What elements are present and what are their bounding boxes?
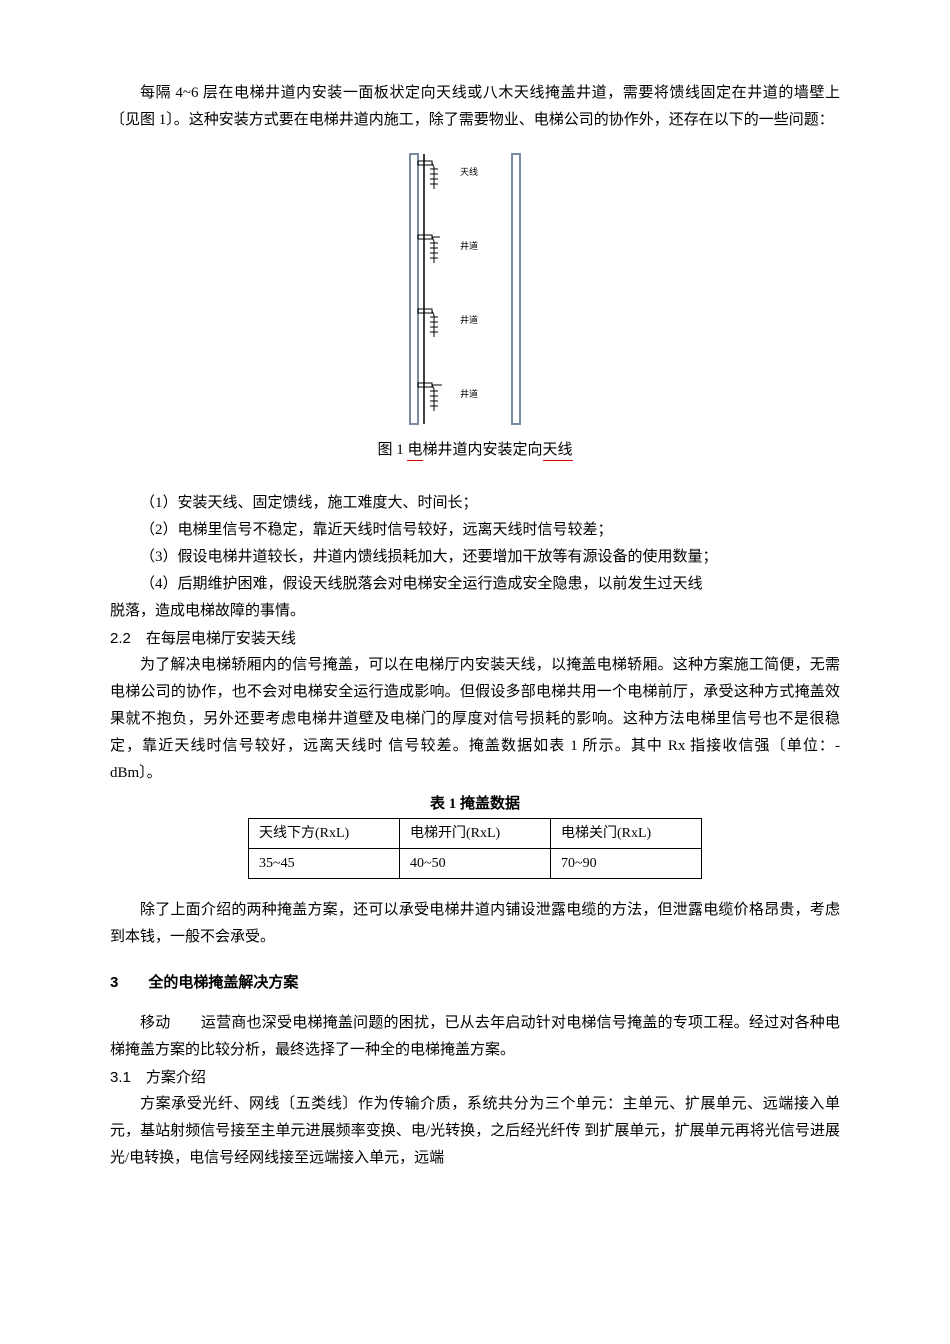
document-page: 每隔 4~6 层在电梯井道内安装一面板状定向天线或八木天线掩盖井道，需要将馈线固…	[0, 0, 950, 1232]
section-3-intro: 移动 运营商也深受电梯掩盖问题的困扰，已从去年启动针对电梯信号掩盖的专项工程。经…	[110, 1010, 840, 1064]
fig-cap-prefix: 图 1	[377, 442, 407, 458]
section-2-2-body: 为了解决电梯轿厢内的信号掩盖，可以在电梯厅内安装天线，以掩盖电梯轿厢。这种方案施…	[110, 652, 840, 787]
svg-text:井道: 井道	[460, 314, 478, 325]
fig-cap-mid: 梯井道内安装定向	[423, 442, 543, 458]
table-cell: 35~45	[249, 849, 400, 879]
point-4: （4）后期维护困难，假设天线脱落会对电梯安全运行造成安全隐患，以前发生过天线	[110, 571, 840, 598]
fig-cap-u2: 天线	[543, 442, 573, 461]
point-3: （3）假设电梯井道较长，井道内馈线损耗加大，还要增加干放等有源设备的使用数量；	[110, 544, 840, 571]
table-header-cell: 电梯关门(RxL)	[551, 819, 702, 849]
point-4-continuation: 脱落，造成电梯故障的事情。	[110, 598, 840, 625]
table-row: 35~45 40~50 70~90	[249, 849, 702, 879]
table-header-row: 天线下方(RxL) 电梯开门(RxL) 电梯关门(RxL)	[249, 819, 702, 849]
intro-paragraph: 每隔 4~6 层在电梯井道内安装一面板状定向天线或八木天线掩盖井道，需要将馈线固…	[110, 80, 840, 134]
table-1-caption: 表 1 掩盖数据	[110, 791, 840, 818]
elevator-shaft-diagram: 天线 井道 井道 井道	[390, 149, 560, 429]
point-2: （2）电梯里信号不稳定，靠近天线时信号较好，远离天线时信号较差；	[110, 517, 840, 544]
svg-text:井道: 井道	[460, 240, 478, 251]
section-2-2-title: 2.2 在每层电梯厅安装天线	[110, 625, 840, 652]
section-3-1-body: 方案承受光纤、网线〔五类线〕作为传输介质，系统共分为三个单元：主单元、扩展单元、…	[110, 1091, 840, 1172]
table-cell: 70~90	[551, 849, 702, 879]
svg-text:井道: 井道	[460, 388, 478, 399]
section-3-title: 3 全的电梯掩盖解决方案	[110, 969, 840, 996]
point-1: （1）安装天线、固定馈线，施工难度大、时间长；	[110, 490, 840, 517]
table-header-cell: 天线下方(RxL)	[249, 819, 400, 849]
svg-text:天线: 天线	[460, 166, 478, 177]
figure-1-container: 天线 井道 井道 井道	[110, 149, 840, 429]
after-table-paragraph: 除了上面介绍的两种掩盖方案，还可以承受电梯井道内铺设泄露电缆的方法，但泄露电缆价…	[110, 897, 840, 951]
table-header-cell: 电梯开门(RxL)	[400, 819, 551, 849]
figure-1-caption: 图 1 电梯井道内安装定向天线	[110, 437, 840, 464]
section-3-1-title: 3.1 方案介绍	[110, 1064, 840, 1091]
fig-cap-u1: 电	[407, 442, 422, 461]
table-cell: 40~50	[400, 849, 551, 879]
coverage-data-table: 天线下方(RxL) 电梯开门(RxL) 电梯关门(RxL) 35~45 40~5…	[248, 818, 702, 879]
